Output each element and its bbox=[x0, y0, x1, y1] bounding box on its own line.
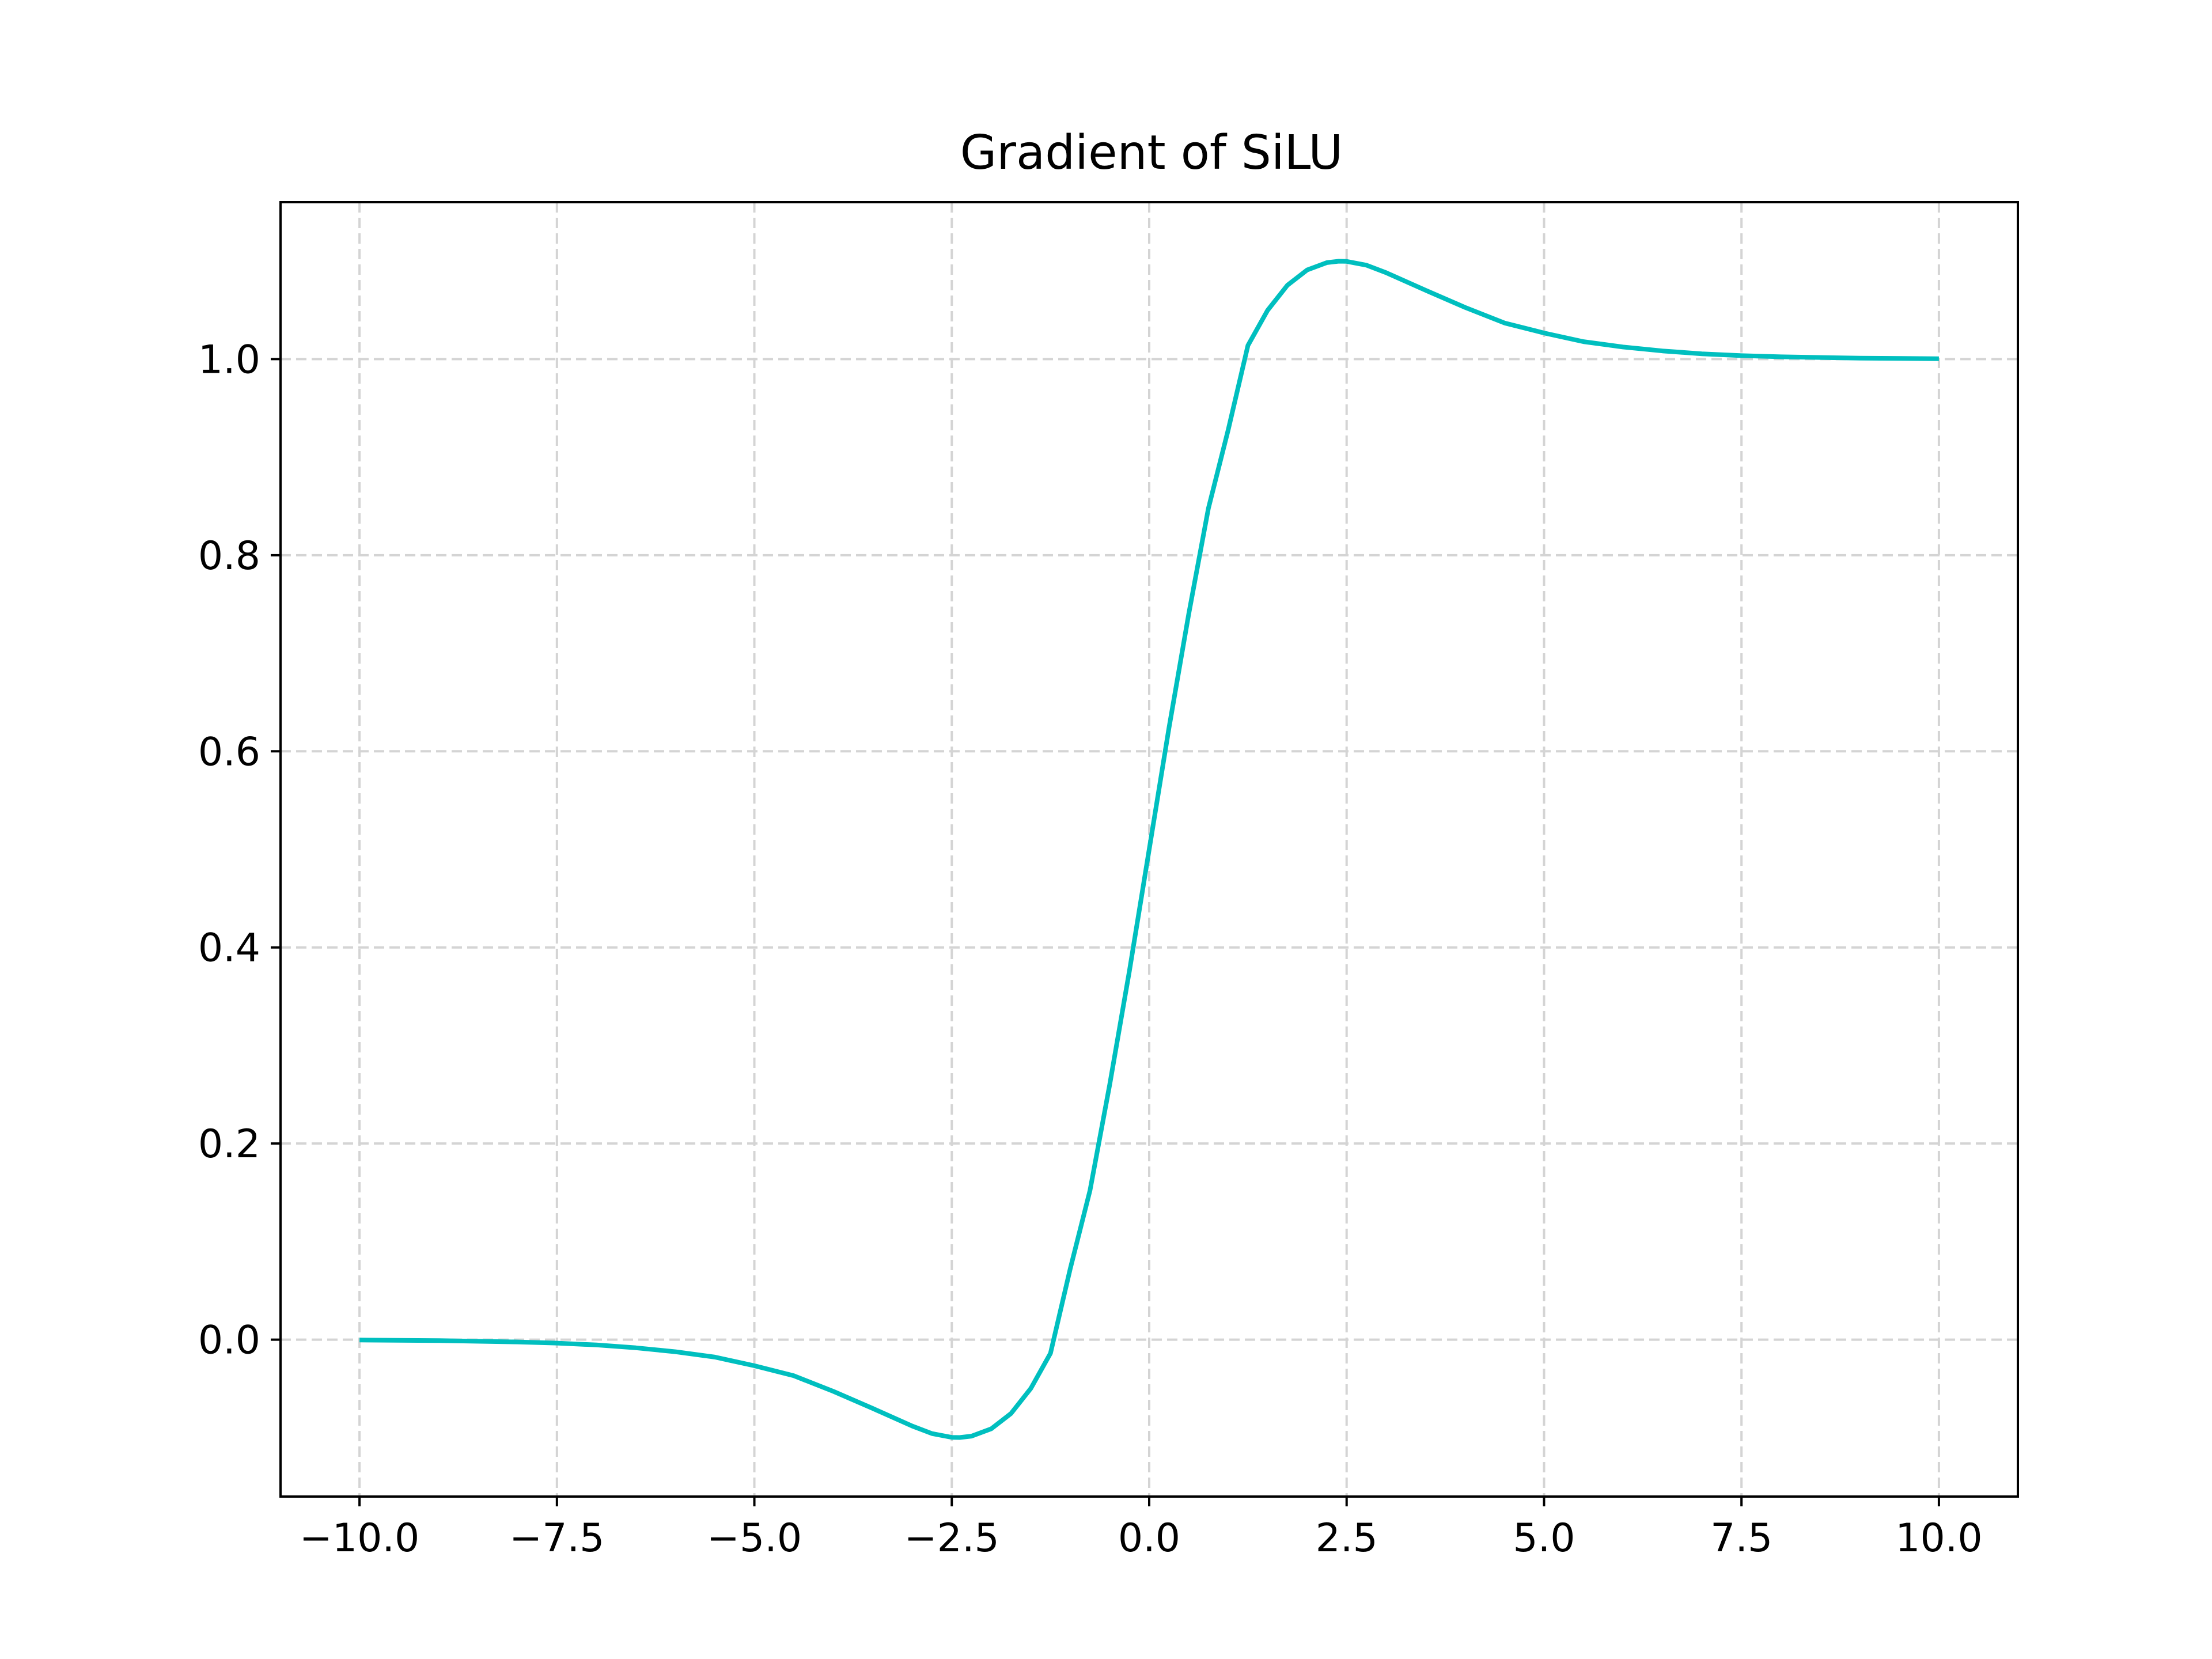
chart-title: Gradient of SiLU bbox=[960, 126, 1343, 180]
series-layer bbox=[359, 259, 1939, 1440]
x-tick-label: −5.0 bbox=[707, 1516, 802, 1561]
y-tick-label: 0.6 bbox=[198, 729, 260, 775]
grid-lines bbox=[281, 202, 2018, 1497]
x-tick-label: 5.0 bbox=[1513, 1516, 1575, 1561]
x-tick-label: 2.5 bbox=[1316, 1516, 1378, 1561]
x-tick-label: 7.5 bbox=[1710, 1516, 1772, 1561]
y-tick-label: 0.4 bbox=[198, 926, 260, 971]
y-tick-label: 0.2 bbox=[198, 1122, 260, 1167]
x-tick-label: 10.0 bbox=[1895, 1516, 1982, 1561]
series-line bbox=[359, 259, 1939, 1440]
axes: −10.0 −7.5 −5.0 −2.5 0.0 2.5 5.0 7.5 10.0 0.0 0.2 0… bbox=[198, 201, 2019, 1561]
y-tick-label: 0.0 bbox=[198, 1318, 260, 1363]
y-tick-label: 1.0 bbox=[198, 337, 260, 382]
y-tick-label: 0.8 bbox=[198, 533, 260, 579]
x-tick-label: −2.5 bbox=[904, 1516, 999, 1561]
x-tick-label: 0.0 bbox=[1118, 1516, 1180, 1561]
x-tick-label: −7.5 bbox=[509, 1516, 604, 1561]
x-tick-label: −10.0 bbox=[300, 1516, 419, 1561]
